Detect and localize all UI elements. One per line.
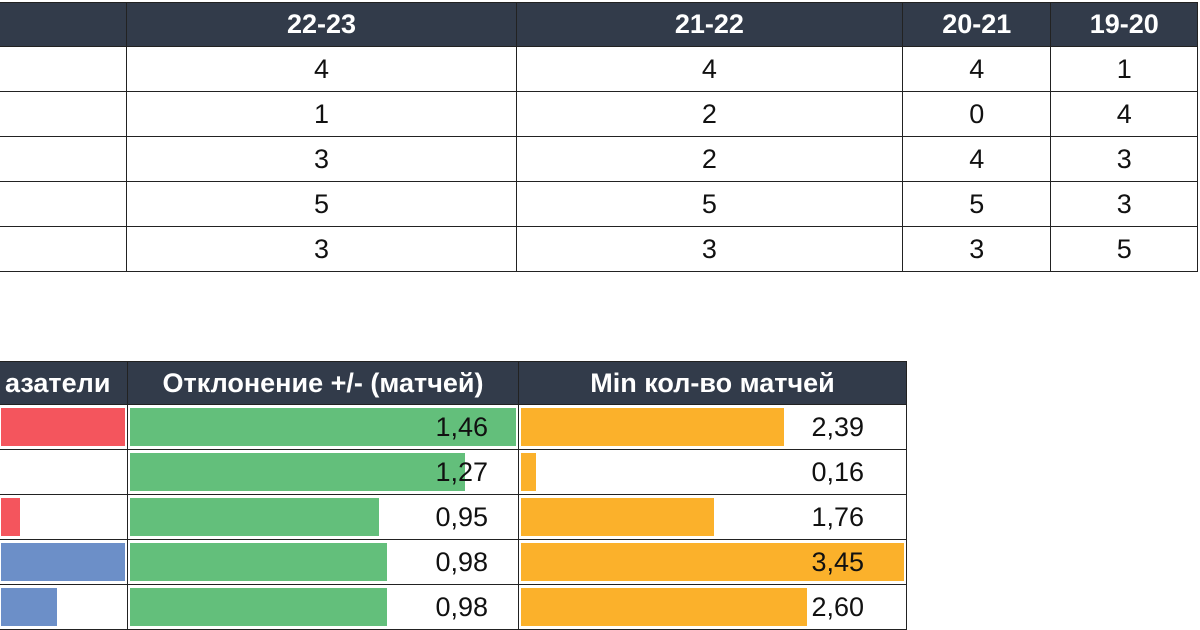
indicator-bar	[1, 588, 58, 626]
min-matches-cell: 1,76	[518, 494, 907, 540]
deviation-value: 0,98	[435, 546, 488, 577]
table-cell: 3	[126, 136, 517, 182]
seasons-table: 22-23 21-22 20-21 19-20 4 4 4 1 1 2 0 4 …	[0, 2, 1198, 272]
min-matches-bar	[521, 408, 785, 446]
indicators-header-row: азатели Отклонение +/- (матчей) Min кол-…	[0, 361, 907, 405]
table-cell: 4	[902, 136, 1052, 182]
table-cell: 3	[126, 226, 517, 272]
table-cell: 3	[515, 226, 904, 272]
min-matches-bar	[521, 543, 904, 581]
table-row: 3 3 3 5	[0, 226, 1198, 272]
table-cell: 3	[902, 226, 1052, 272]
deviation-cell: 1,46	[127, 404, 519, 450]
indicator-bar	[1, 498, 21, 536]
indicator-cell	[0, 539, 128, 585]
table-cell: 3	[1050, 136, 1198, 182]
min-matches-bar	[521, 588, 808, 626]
header-season-22-23: 22-23	[126, 2, 517, 47]
deviation-cell: 0,98	[127, 584, 519, 630]
table-row: 0,95 1,76	[0, 494, 907, 540]
indicator-bar	[1, 408, 125, 446]
table-cell: 1	[1050, 46, 1198, 92]
indicator-cell	[0, 449, 128, 495]
min-matches-bar	[521, 453, 537, 491]
indicators-table: азатели Отклонение +/- (матчей) Min кол-…	[0, 361, 907, 630]
deviation-bar	[130, 588, 388, 626]
table-cell: 3	[1050, 181, 1198, 227]
deviation-value: 0,98	[435, 591, 488, 622]
min-matches-cell: 0,16	[518, 449, 907, 495]
table-cell: 4	[126, 46, 517, 92]
row-label-cell	[0, 46, 128, 92]
min-matches-value: 2,39	[811, 411, 864, 442]
table-cell: 5	[1050, 226, 1198, 272]
min-matches-cell: 2,60	[518, 584, 907, 630]
header-min-matches: Min кол-во матчей	[518, 361, 907, 405]
deviation-value: 1,46	[435, 411, 488, 442]
min-matches-cell: 3,45	[518, 539, 907, 585]
table-cell: 0	[902, 91, 1052, 137]
header-season-19-20: 19-20	[1050, 2, 1198, 47]
table-row: 1,46 2,39	[0, 404, 907, 450]
deviation-value: 0,95	[435, 501, 488, 532]
row-label-cell	[0, 226, 128, 272]
header-deviation: Отклонение +/- (матчей)	[127, 361, 519, 405]
header-indicators: азатели	[0, 361, 128, 405]
table-cell: 1	[126, 91, 517, 137]
indicator-bar	[1, 543, 125, 581]
indicator-cell	[0, 494, 128, 540]
seasons-header-row: 22-23 21-22 20-21 19-20	[0, 2, 1198, 47]
table-cell: 4	[515, 46, 904, 92]
indicator-cell	[0, 584, 128, 630]
header-label	[0, 2, 128, 47]
table-row: 5 5 5 3	[0, 181, 1198, 227]
table-cell: 2	[515, 136, 904, 182]
min-matches-value: 0,16	[811, 456, 864, 487]
table-cell: 4	[1050, 91, 1198, 137]
table-cell: 2	[515, 91, 904, 137]
table-row: 1,27 0,16	[0, 449, 907, 495]
deviation-bar	[130, 453, 466, 491]
row-label-cell	[0, 136, 128, 182]
min-matches-bar	[521, 498, 715, 536]
deviation-cell: 0,95	[127, 494, 519, 540]
min-matches-value: 1,76	[811, 501, 864, 532]
deviation-bar	[130, 408, 516, 446]
min-matches-value: 3,45	[811, 546, 864, 577]
deviation-bar	[130, 543, 388, 581]
table-row: 3 2 4 3	[0, 136, 1198, 182]
deviation-value: 1,27	[435, 456, 488, 487]
min-matches-cell: 2,39	[518, 404, 907, 450]
table-cell: 5	[902, 181, 1052, 227]
table-cell: 5	[515, 181, 904, 227]
indicator-cell	[0, 404, 128, 450]
table-row: 1 2 0 4	[0, 91, 1198, 137]
table-row: 0,98 3,45	[0, 539, 907, 585]
table-cell: 4	[902, 46, 1052, 92]
header-season-21-22: 21-22	[515, 2, 904, 47]
deviation-cell: 0,98	[127, 539, 519, 585]
row-label-cell	[0, 181, 128, 227]
deviation-cell: 1,27	[127, 449, 519, 495]
table-cell: 5	[126, 181, 517, 227]
row-label-cell	[0, 91, 128, 137]
deviation-bar	[130, 498, 380, 536]
table-row: 0,98 2,60	[0, 584, 907, 630]
min-matches-value: 2,60	[811, 591, 864, 622]
header-season-20-21: 20-21	[902, 2, 1052, 47]
table-row: 4 4 4 1	[0, 46, 1198, 92]
